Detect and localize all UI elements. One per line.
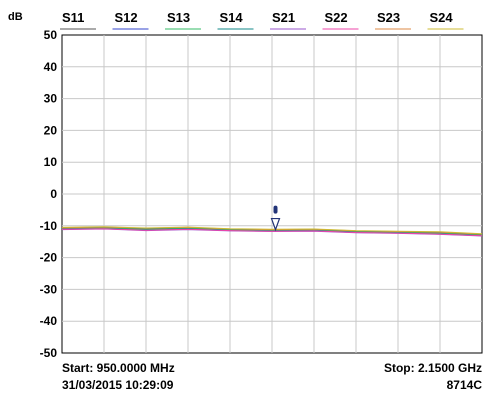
instrument-label: 8714C	[447, 378, 483, 392]
marker-triangle	[270, 217, 281, 232]
legend-label: S13	[167, 10, 190, 25]
y-tick-label: -20	[40, 251, 58, 265]
y-tick-label: -40	[40, 314, 58, 328]
y-tick-label: 50	[44, 28, 58, 42]
y-tick-label: -30	[40, 282, 58, 296]
legend-entry-s21: S21	[270, 10, 306, 30]
grid	[62, 35, 482, 353]
y-tick-label: -50	[40, 346, 58, 360]
trace-s24	[61, 226, 483, 235]
traces	[61, 226, 483, 237]
legend-entry-s24: S24	[427, 10, 464, 30]
legend-entry-s23: S23	[375, 10, 411, 30]
legend-label: S24	[430, 10, 454, 25]
y-tick-label: 40	[44, 60, 58, 74]
trace-s22	[61, 228, 483, 237]
y-tick-label: -10	[40, 219, 58, 233]
y-tick-label: 0	[50, 187, 57, 201]
y-tick-label: 10	[44, 155, 58, 169]
stop-frequency-label: Stop: 2.1500 GHz	[384, 361, 482, 375]
y-axis-tick-labels: 50 40 30 20 10 0 -10 -20 -30 -40 -50	[40, 28, 58, 360]
y-tick-label: 30	[44, 92, 58, 106]
legend-entry-s13: S13	[165, 10, 201, 30]
legend-label: S23	[377, 10, 400, 25]
legend-label: S14	[220, 10, 244, 25]
legend-entry-s22: S22	[322, 10, 359, 30]
timestamp-label: 31/03/2015 10:29:09	[62, 378, 174, 392]
start-frequency-label: Start: 950.0000 MHz	[62, 361, 175, 375]
legend-entry-s14: S14	[217, 10, 254, 30]
legend-label: S11	[62, 10, 84, 25]
legend: S11 S12 S13 S14 S21 S22 S23 S24	[60, 10, 464, 30]
legend-label: S12	[115, 10, 138, 25]
y-tick-label: 20	[44, 123, 58, 137]
trace-s13	[61, 227, 483, 236]
legend-label: S22	[325, 10, 348, 25]
legend-entry-s11: S11	[60, 10, 96, 30]
marker	[270, 205, 281, 232]
legend-label: S21	[272, 10, 295, 25]
marker-indicator	[273, 205, 278, 214]
y-unit-label: dB	[8, 11, 23, 23]
legend-entry-s12: S12	[112, 10, 149, 30]
